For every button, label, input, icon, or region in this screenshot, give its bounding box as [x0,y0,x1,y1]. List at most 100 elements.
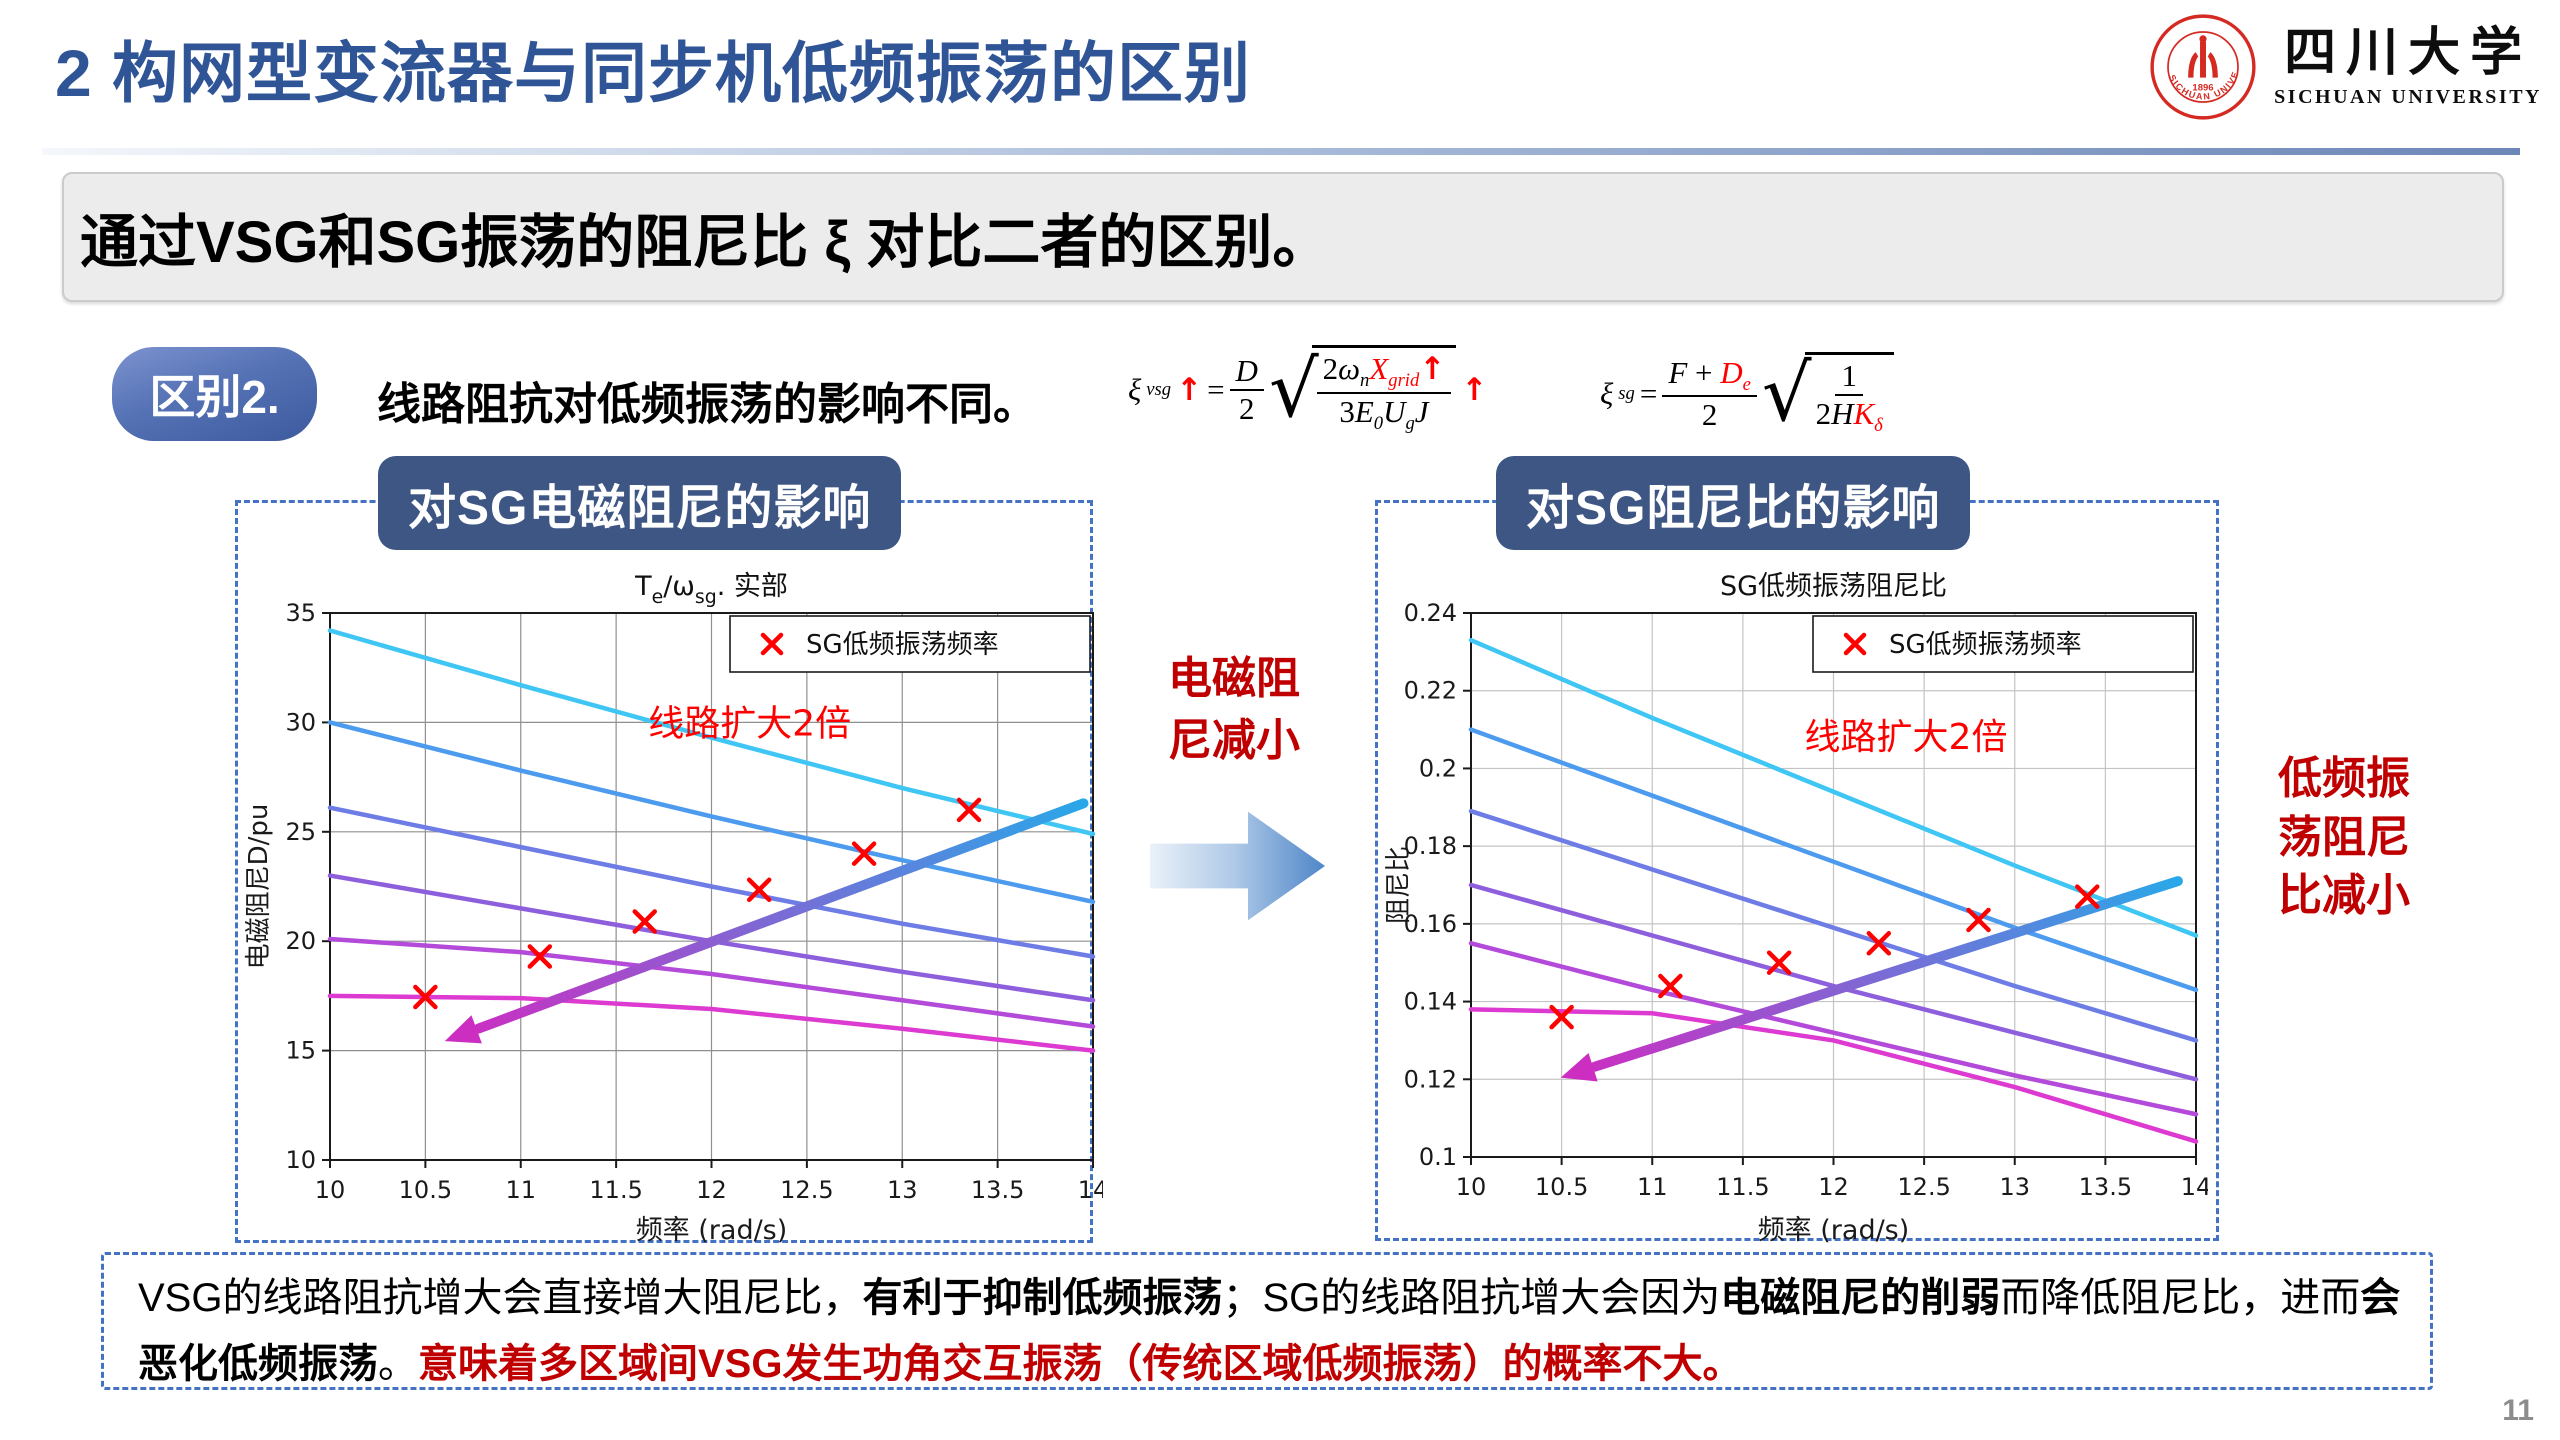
note-line: 电磁阻 [1168,654,1300,703]
tick-labels: 10 10.5 11 11.5 12 12.5 13 13.5 14 10 15 20 25 30 35 [285,599,1108,1204]
y-axis-label: 电磁阻尼D/pu [244,804,274,970]
note-line: 荡阻尼 [2278,812,2410,862]
title-divider [42,148,2520,155]
svg-text:12: 12 [1818,1173,1849,1201]
sg-frequency-marker [632,909,657,934]
chart-canvas: 10 10.5 11 11.5 12 12.5 13 13.5 14 0.1 0.12 0.14 0.1… [1384,571,2212,1246]
legend-marker-icon [1843,632,1867,656]
trend-arrow-head [1560,1052,1598,1082]
svg-text:10: 10 [1456,1173,1487,1201]
note-line: 低频振 [2278,754,2410,803]
page-number: 11 [2502,1394,2534,1427]
tick-labels: 10 10.5 11 11.5 12 12.5 13 13.5 14 0.1 0.12 0.14 0.1… [1404,599,2212,1201]
chart-title: Te/ωsg. 实部 [634,571,788,608]
conclusion-segment: 会恶化低频振荡 [138,1276,2401,1386]
sg-frequency-marker [527,944,553,969]
legend-label: SG低频振荡频率 [1889,630,2082,660]
svg-text:12: 12 [696,1176,727,1204]
axis-ticks [1463,612,2197,1165]
legend: SG低频振荡频率 [1812,615,2194,673]
svg-text:10: 10 [285,1146,316,1174]
page-title: 2 构网型变流器与同步机低频振荡的区别 [55,36,1252,110]
trend-arrow [1589,876,2183,1072]
series-line-5 [1468,941,2199,1117]
banner-text: 通过VSG和SG振荡的阻尼比 ξ 对比二者的区别。 [80,210,1331,275]
svg-text:0.16: 0.16 [1404,910,1457,938]
difference-badge: 区别2. [112,347,317,441]
svg-text:15: 15 [285,1037,316,1065]
svg-text:0.18: 0.18 [1404,832,1457,860]
chart-canvas: 10 10.5 11 11.5 12 12.5 13 13.5 14 10 15 20 25 30 35 频率… [244,571,1108,1246]
series-line-3 [1468,808,2199,1043]
svg-text:14: 14 [1078,1176,1103,1204]
svg-text:0.14: 0.14 [1404,988,1457,1016]
svg-text:35: 35 [285,599,316,627]
legend: SG低频振荡频率 [729,615,1091,673]
axis-ticks [322,612,1094,1168]
svg-text:25: 25 [285,818,316,846]
left-panel-header: 对SG电磁阻尼的影响 [378,456,902,550]
sg-frequency-markers [1549,884,2100,1030]
damping-ratio-decrease-note: 低频振 荡阻尼 比减小 [2278,750,2488,926]
sg-frequency-marker [1658,973,1683,999]
svg-text:10.5: 10.5 [399,1176,452,1204]
series-line-3 [327,805,1096,959]
right-panel-header: 对SG阻尼比的影响 [1496,456,1971,550]
line-doubled-annotation: 线路扩大2倍 [648,704,851,745]
sg-frequency-marker [413,984,438,1010]
note-line: 比减小 [2278,871,2410,921]
university-seal-icon: SICHUAN UNIVERSITY 1896 [2150,14,2256,120]
series-line-1 [327,628,1096,837]
sg-frequency-marker [956,797,982,823]
conclusion-segment: ；SG的线路阻抗增大会因为 [1222,1276,1721,1320]
svg-text:0.22: 0.22 [1404,677,1457,705]
left-panel: 对SG电磁阻尼的影响 10 10.5 11 11.5 12 12.5 13 13.5 14 10 1… [235,456,1108,1246]
sichuan-university-logo: SICHUAN UNIVERSITY 1896 四川大学 SICHUAN UNI… [2150,14,2542,120]
svg-text:13: 13 [887,1176,918,1204]
series-line-6 [327,993,1096,1053]
chart-title: SG低频振荡阻尼比 [1720,571,1947,602]
conclusion-text: VSG的线路阻抗增大会直接增大阻尼比，有利于抑制低频振荡；SG的线路阻抗增大会因… [138,1276,2400,1386]
svg-text:10: 10 [315,1176,346,1204]
x-axis-label: 频率 (rad/s) [1758,1215,1910,1246]
damping-ratio-chart: 10 10.5 11 11.5 12 12.5 13 13.5 14 0.1 0.12 0.14 0.1… [1383,555,2212,1260]
trend-arrow-head [444,1015,482,1044]
series-line-5 [327,936,1096,1029]
legend-label: SG低频振荡频率 [806,630,999,660]
svg-text:12.5: 12.5 [1897,1173,1950,1201]
conclusion-segment: VSG的线路阻抗增大会直接增大阻尼比， [138,1276,863,1320]
conclusion-segment: 。 [378,1342,418,1386]
note-line: 尼减小 [1168,715,1300,765]
right-panel: 对SG阻尼比的影响 10 10.5 11 11.5 12 12.5 13 13.5 14 0.1 0… [1375,456,2219,1246]
electromagnetic-damping-chart: 10 10.5 11 11.5 12 12.5 13 13.5 14 10 15 20 25 30 35 频率… [243,555,1108,1260]
conclusion-segment: 有利于抑制低频振荡 [862,1276,1223,1320]
svg-text:11: 11 [1637,1173,1668,1201]
legend-box [729,615,1091,673]
svg-text:11: 11 [505,1176,536,1204]
em-damping-decrease-note: 电磁阻 尼减小 [1093,648,1375,771]
svg-text:14: 14 [2181,1173,2208,1201]
y-axis-label: 阻尼比 [1384,846,1414,924]
svg-text:11.5: 11.5 [589,1176,642,1204]
university-name-en: SICHUAN UNIVERSITY [2274,86,2542,109]
svg-text:0.2: 0.2 [1419,754,1457,782]
sg-frequency-marker [746,877,772,903]
vsg-damping-ratio-formula: ξ vsg ↑ = D 2 √ 2ωnXgrid↑ 3E0UgJ ↑ [1128,344,1488,435]
svg-text:0.24: 0.24 [1404,599,1457,627]
banner: 通过VSG和SG振荡的阻尼比 ξ 对比二者的区别。 [62,172,2504,302]
right-block-arrow-icon [1150,811,1325,921]
conclusion-segment: 而降低阻尼比，进而 [2000,1276,2361,1320]
series-line-1 [1468,637,2199,938]
seal-emblem-icon [2188,35,2219,78]
university-name-cn: 四川大学 [2284,24,2533,82]
series-line-6 [1468,1007,2199,1144]
svg-text:0.12: 0.12 [1404,1065,1457,1093]
sg-frequency-marker [851,841,877,866]
sg-frequency-marker [2075,884,2100,909]
svg-text:13.5: 13.5 [2079,1173,2132,1201]
trend-arrow [473,798,1089,1034]
svg-text:0.1: 0.1 [1419,1143,1457,1171]
series-line-2 [1468,727,2199,993]
conclusion-box: VSG的线路阻抗增大会直接增大阻尼比，有利于抑制低频振荡；SG的线路阻抗增大会因… [101,1252,2433,1390]
svg-text:13: 13 [1999,1173,2030,1201]
